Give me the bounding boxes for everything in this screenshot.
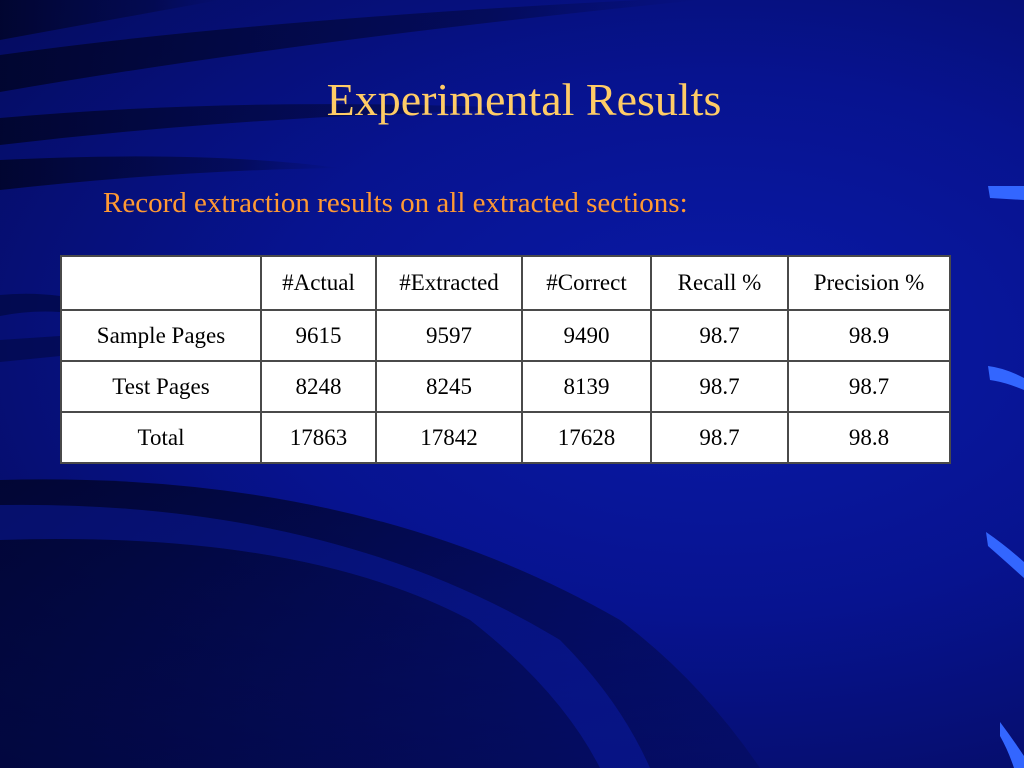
- row-label: Sample Pages: [60, 309, 262, 362]
- swoosh-5: [0, 293, 60, 316]
- row-label: Test Pages: [60, 360, 262, 413]
- cell-recall: 98.7: [650, 411, 789, 464]
- table-row: Test Pages 8248 8245 8139 98.7 98.7: [60, 360, 951, 413]
- accent-mark-1: [988, 186, 1024, 200]
- header-cell-extracted: #Extracted: [375, 255, 523, 311]
- row-label: Total: [60, 411, 262, 464]
- slide-subtitle: Record extraction results on all extract…: [103, 187, 688, 219]
- accent-mark-2: [988, 366, 1024, 390]
- cell-extracted: 8245: [375, 360, 523, 413]
- swoosh-7: [0, 479, 760, 768]
- cell-correct: 8139: [521, 360, 652, 413]
- table-row: Sample Pages 9615 9597 9490 98.7 98.9: [60, 309, 951, 362]
- swoosh-3: [0, 104, 560, 145]
- header-cell-precision: Precision %: [787, 255, 951, 311]
- swoosh-2: [0, 0, 700, 92]
- cell-precision: 98.9: [787, 309, 951, 362]
- swoosh-4: [0, 156, 340, 190]
- accent-mark-4: [1000, 722, 1024, 768]
- header-cell-recall: Recall %: [650, 255, 789, 311]
- cell-precision: 98.7: [787, 360, 951, 413]
- cell-actual: 17863: [260, 411, 377, 464]
- cell-recall: 98.7: [650, 360, 789, 413]
- cell-actual: 9615: [260, 309, 377, 362]
- slide-title: Experimental Results: [326, 74, 722, 125]
- cell-correct: 17628: [521, 411, 652, 464]
- accent-mark-3: [986, 532, 1024, 578]
- header-cell-correct: #Correct: [521, 255, 652, 311]
- results-table: #Actual #Extracted #Correct Recall % Pre…: [60, 255, 951, 464]
- header-cell-empty: [60, 255, 262, 311]
- table-header-row: #Actual #Extracted #Correct Recall % Pre…: [60, 255, 951, 311]
- cell-correct: 9490: [521, 309, 652, 362]
- header-cell-actual: #Actual: [260, 255, 377, 311]
- cell-precision: 98.8: [787, 411, 951, 464]
- swoosh-8: [0, 504, 650, 768]
- swoosh-1: [0, 0, 220, 40]
- swoosh-6: [0, 336, 60, 362]
- cell-extracted: 17842: [375, 411, 523, 464]
- table-row: Total 17863 17842 17628 98.7 98.8: [60, 411, 951, 464]
- cell-extracted: 9597: [375, 309, 523, 362]
- cell-actual: 8248: [260, 360, 377, 413]
- cell-recall: 98.7: [650, 309, 789, 362]
